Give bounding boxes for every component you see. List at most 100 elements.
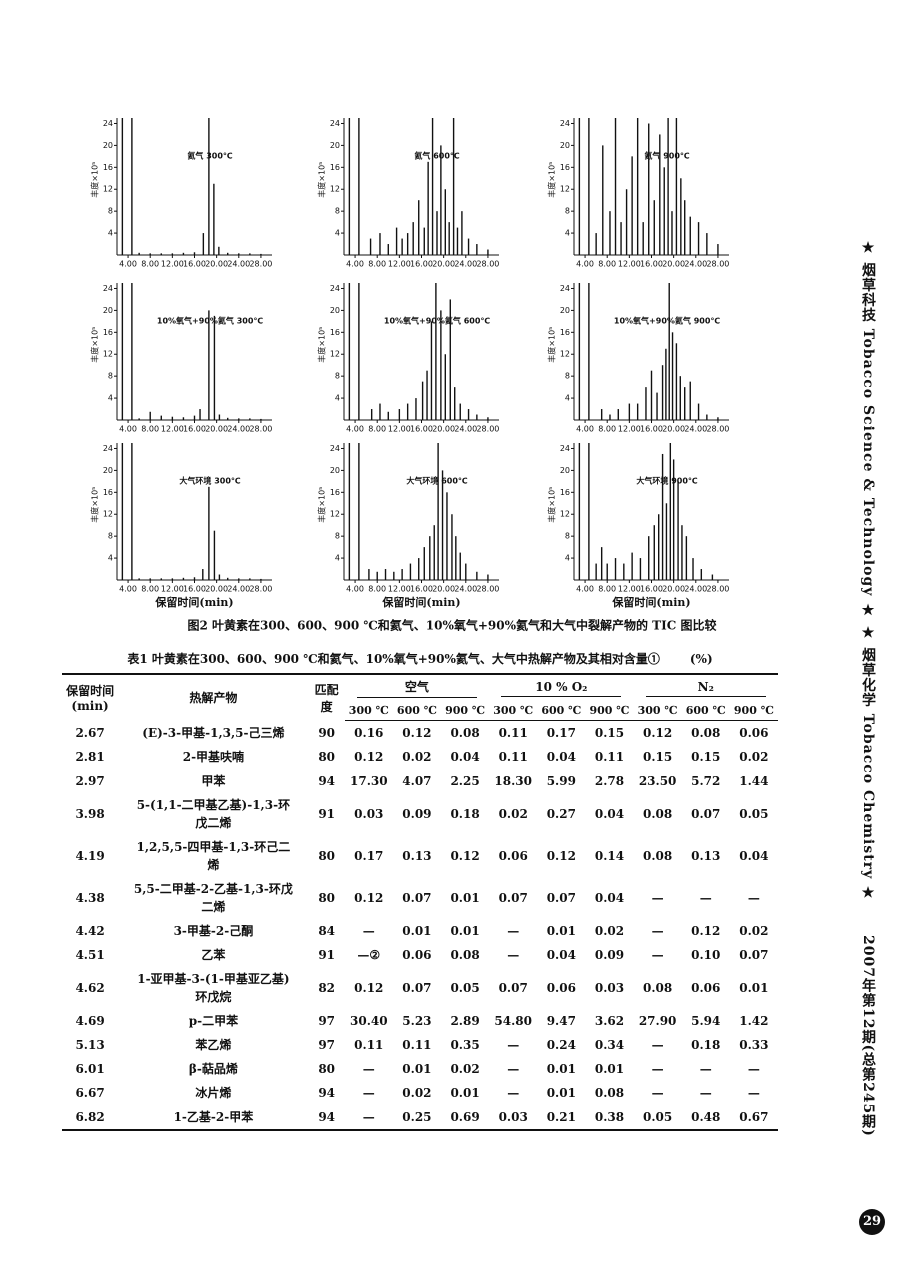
value-cell: 0.01: [546, 1062, 576, 1076]
x-tick-label: 16.00: [410, 425, 433, 434]
value-cell: 80: [318, 849, 336, 863]
y-tick-label: 16: [103, 163, 113, 172]
x-tick-label: 12.00: [618, 260, 641, 269]
temp-header: 300 ℃: [489, 701, 538, 721]
x-tick-label: 12.00: [618, 425, 641, 434]
value-cell: 9.47: [546, 1014, 576, 1028]
x-tick-label: 24.00: [227, 425, 250, 434]
value-cell: 54.80: [494, 1014, 532, 1028]
x-tick-label: 4.00: [119, 585, 137, 594]
value-cell: 4.62: [75, 981, 105, 995]
figure: 图2 叶黄素在300、600、900 ℃和氦气、10%氧气+90%氦气和大气中裂…: [90, 118, 729, 633]
y-tick-label: 8: [335, 372, 340, 381]
value-cell: 0.12: [450, 849, 480, 863]
x-tick-label: 8.00: [598, 425, 616, 434]
value-cell: 0.02: [498, 807, 528, 821]
value-cell: —: [747, 1062, 760, 1076]
x-tick-label: 4.00: [346, 585, 364, 594]
value-cell: 0.11: [498, 726, 528, 740]
value-cell: 0.02: [450, 1062, 480, 1076]
panel-label: 10%氧气+90%氦气 300℃: [157, 316, 263, 326]
value-cell: 2.89: [450, 1014, 480, 1028]
table-row: 4.62 1-亚甲基-3-(1-甲基亚乙基)环戊烷 82 0.12 0.07 0.05 0.…: [62, 967, 778, 1009]
x-tick-label: 28.00: [476, 425, 499, 434]
table-row: 6.01 β-萜品烯 80 — 0.01 0.02 — 0.01 0.01 — — —: [62, 1057, 778, 1081]
value-cell: 5.23: [402, 1014, 432, 1028]
x-axis-label: 保留时间(min): [381, 595, 460, 609]
x-tick-label: 24.00: [454, 585, 477, 594]
value-cell: 94: [318, 1110, 336, 1124]
value-cell: —: [699, 1086, 712, 1100]
value-cell: 0.35: [450, 1038, 480, 1052]
table-row: 2.81 2-甲基呋喃 80 0.12 0.02 0.04 0.11 0.04 0.11 0.15…: [62, 745, 778, 769]
x-tick-label: 12.00: [618, 585, 641, 594]
x-tick-label: 16.00: [183, 260, 206, 269]
value-cell: 0.01: [450, 924, 480, 938]
x-tick-label: 8.00: [141, 425, 159, 434]
value-cell: —: [651, 1038, 664, 1052]
value-cell: 6.01: [75, 1062, 105, 1076]
y-tick-label: 24: [560, 444, 570, 453]
value-cell: 0.14: [594, 849, 625, 863]
y-tick-label: 24: [560, 119, 570, 128]
value-cell: 1.42: [739, 1014, 769, 1028]
panel-label: 大气环境 300℃: [179, 476, 240, 486]
product-cell: 冰片烯: [195, 1086, 232, 1100]
y-tick-label: 12: [103, 185, 113, 194]
value-cell: 80: [318, 1062, 336, 1076]
product-cell: p-二甲苯: [188, 1014, 239, 1028]
product-cell: 2-甲基呋喃: [182, 750, 245, 764]
y-tick-label: 4: [335, 554, 340, 563]
x-tick-label: 8.00: [141, 260, 159, 269]
value-cell: 5.72: [691, 774, 721, 788]
value-cell: 0.48: [691, 1110, 721, 1124]
y-tick-label: 20: [330, 141, 340, 150]
y-tick-label: 20: [560, 466, 570, 475]
value-cell: 0.12: [354, 750, 384, 764]
y-tick-label: 20: [103, 306, 113, 315]
y-tick-label: 24: [103, 119, 113, 128]
product-cell: 1-亚甲基-3-(1-甲基亚乙基)环戊烷: [137, 972, 290, 1004]
x-tick-label: 20.00: [432, 260, 455, 269]
x-tick-label: 20.00: [662, 585, 685, 594]
value-cell: 0.27: [546, 807, 576, 821]
table-row: 4.38 5,5-二甲基-2-乙基-1,3-环戊二烯 80 0.12 0.07 0.01 0…: [62, 877, 778, 919]
value-cell: 0.03: [498, 1110, 528, 1124]
sidebar-journal: ★ 烟草科技 Tobacco Science & Technology ★: [860, 240, 876, 620]
x-tick-label: 28.00: [706, 260, 729, 269]
temp-header: 900 ℃: [729, 701, 778, 721]
x-tick-label: 16.00: [640, 260, 663, 269]
y-tick-label: 20: [560, 141, 570, 150]
value-cell: —: [699, 891, 712, 905]
value-cell: 0.25: [402, 1110, 432, 1124]
value-cell: 4.42: [75, 924, 105, 938]
y-axis-label: 丰度×10⁵: [547, 487, 557, 523]
x-tick-label: 28.00: [249, 260, 272, 269]
value-cell: 0.11: [594, 750, 625, 764]
y-tick-label: 20: [103, 141, 113, 150]
y-axis-label: 丰度×10⁵: [90, 162, 100, 198]
x-tick-label: 16.00: [410, 585, 433, 594]
value-cell: 0.02: [739, 750, 769, 764]
y-tick-label: 20: [560, 306, 570, 315]
temp-header: 900 ℃: [585, 701, 634, 721]
x-tick-label: 8.00: [368, 585, 386, 594]
x-tick-label: 28.00: [476, 585, 499, 594]
value-cell: 5.94: [691, 1014, 721, 1028]
value-cell: 0.01: [402, 924, 432, 938]
panel-label: 氦气 900℃: [644, 151, 689, 161]
x-tick-label: 8.00: [368, 260, 386, 269]
x-tick-label: 24.00: [454, 260, 477, 269]
value-cell: 0.09: [402, 807, 432, 821]
y-axis-label: 丰度×10⁵: [317, 162, 327, 198]
value-cell: 2.78: [594, 774, 625, 788]
value-cell: 0.05: [642, 1110, 673, 1124]
x-tick-label: 24.00: [684, 425, 707, 434]
product-cell: (E)-3-甲基-1,3,5-己三烯: [142, 725, 285, 740]
value-cell: —: [507, 948, 520, 962]
value-cell: 18.30: [494, 774, 532, 788]
y-tick-label: 24: [103, 444, 113, 453]
value-cell: 0.06: [691, 981, 721, 995]
product-cell: 乙苯: [201, 948, 226, 962]
value-cell: 0.04: [546, 948, 576, 962]
